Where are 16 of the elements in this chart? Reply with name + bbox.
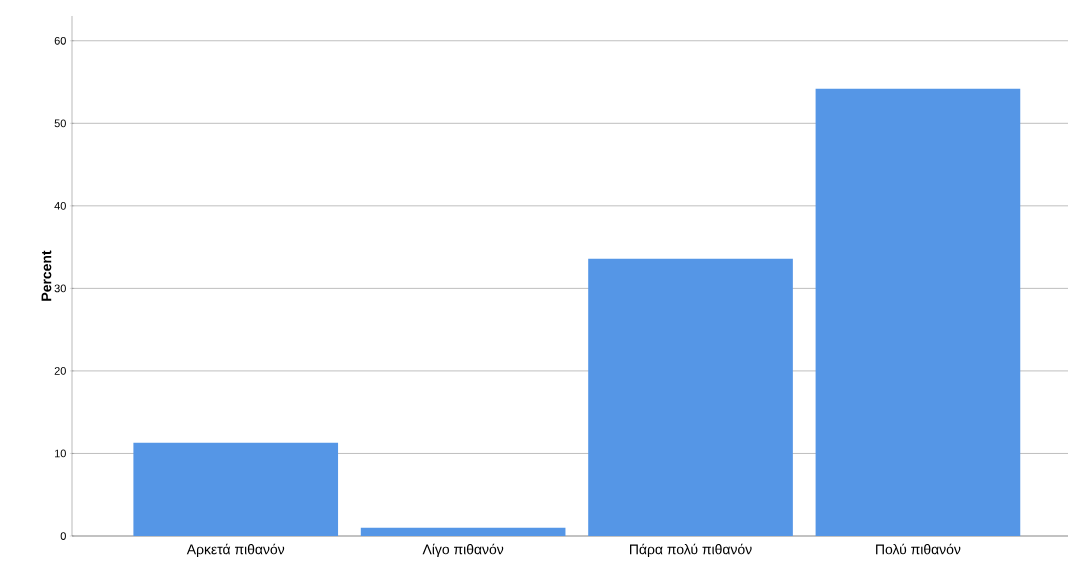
y-tick-label: 0 xyxy=(60,532,66,540)
x-tick-label: Πάρα πολύ πιθανόν xyxy=(630,543,752,558)
bar xyxy=(360,527,566,536)
y-tick-label: 40 xyxy=(54,201,66,210)
x-tick-label: Αρκετά πιθανόν xyxy=(186,543,285,558)
y-tick-label: 50 xyxy=(54,119,66,128)
y-tick-label: 20 xyxy=(54,367,66,375)
bar xyxy=(133,442,339,536)
y-tick-label: 60 xyxy=(54,36,66,45)
x-tick-label: Πολύ πιθανόν xyxy=(876,543,961,555)
y-axis-title: Percent xyxy=(41,250,52,301)
bar xyxy=(815,88,1021,536)
y-tick-label: 30 xyxy=(54,284,66,293)
x-tick-label: Λίγο πιθανόν xyxy=(422,543,504,558)
bar xyxy=(588,258,793,536)
y-tick-label: 10 xyxy=(54,449,66,458)
